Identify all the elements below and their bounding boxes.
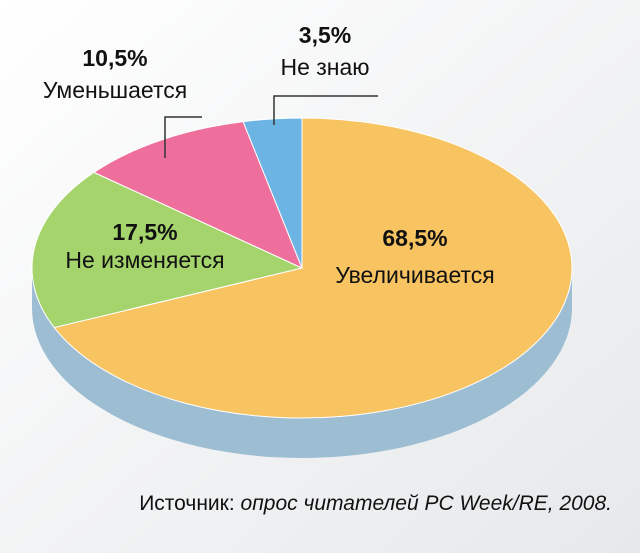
- category-label: Не изменяется: [65, 247, 224, 273]
- value-label: 10,5%: [82, 45, 147, 71]
- value-label: 3,5%: [299, 22, 351, 48]
- labels: 68,5% Увеличивается 17,5%Не изменяется 10,5…: [43, 22, 495, 288]
- value-label: 68,5%: [382, 225, 447, 251]
- pie-slice: [31, 171, 304, 329]
- leader-line: [273, 95, 378, 125]
- pie-slice: [242, 117, 303, 269]
- pie: [31, 117, 573, 458]
- source-label: Источник:: [139, 492, 234, 515]
- leader-line: [164, 116, 202, 158]
- source: Источник: опрос читателей PC Week/RE, 20…: [139, 492, 612, 515]
- source-text: опрос читателей PC Week/RE, 2008.: [241, 492, 612, 515]
- pie-slice: [53, 117, 573, 419]
- category-label: Уменьшается: [43, 77, 187, 103]
- category-label: Не знаю: [280, 54, 369, 80]
- value-label: 17,5%: [112, 219, 177, 245]
- pie-slice: [92, 121, 303, 269]
- category-label: Увеличивается: [335, 262, 494, 288]
